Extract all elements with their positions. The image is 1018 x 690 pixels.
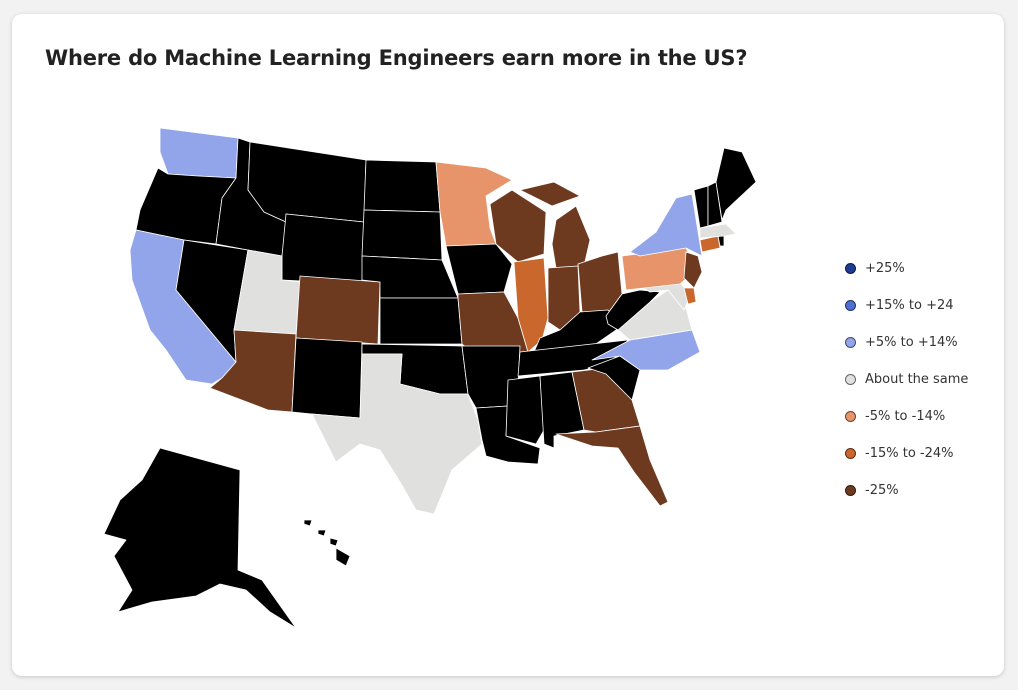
state-hawaii-oahu[interactable]	[317, 529, 327, 537]
state-texas[interactable]	[311, 353, 483, 515]
state-michigan-upper[interactable]	[519, 181, 581, 207]
legend-item: About the same	[845, 361, 968, 398]
legend-label: +25%	[865, 261, 905, 276]
legend-swatch	[845, 300, 856, 311]
chart-title: Where do Machine Learning Engineers earn…	[45, 46, 748, 70]
state-hawaii-kauai[interactable]	[303, 519, 313, 527]
legend-item: +5% to +14%	[845, 324, 968, 361]
legend-label: +5% to +14%	[865, 335, 958, 350]
legend-label: About the same	[865, 372, 969, 387]
legend-swatch	[845, 337, 856, 348]
legend-item: -5% to -14%	[845, 398, 968, 435]
legend-swatch	[845, 485, 856, 496]
legend-label: -5% to -14%	[865, 409, 946, 424]
state-wisconsin[interactable]	[489, 189, 547, 263]
state-new-mexico[interactable]	[291, 337, 363, 419]
state-connecticut[interactable]	[699, 235, 721, 253]
legend-item: -25%	[845, 472, 968, 509]
state-south-carolina[interactable]	[587, 355, 641, 401]
state-minnesota[interactable]	[435, 161, 513, 247]
legend-item: +25%	[845, 250, 968, 287]
state-new-york[interactable]	[629, 193, 703, 257]
legend-label: -15% to -24%	[865, 446, 954, 461]
state-kansas[interactable]	[379, 297, 463, 345]
state-michigan[interactable]	[551, 205, 591, 269]
state-new-jersey[interactable]	[683, 251, 703, 289]
state-wyoming[interactable]	[281, 213, 365, 285]
state-washington[interactable]	[159, 127, 239, 179]
state-mississippi[interactable]	[505, 375, 545, 445]
state-north-dakota[interactable]	[363, 159, 441, 213]
legend-swatch	[845, 411, 856, 422]
state-montana[interactable]	[247, 141, 367, 223]
state-florida[interactable]	[555, 425, 669, 507]
state-delaware[interactable]	[683, 287, 697, 305]
state-west-virginia[interactable]	[605, 289, 661, 331]
state-new-hampshire[interactable]	[707, 181, 723, 227]
state-hawaii-maui[interactable]	[329, 537, 339, 547]
state-south-dakota[interactable]	[361, 209, 443, 261]
state-maine[interactable]	[715, 147, 757, 221]
state-hawaii-big-island[interactable]	[335, 547, 351, 567]
legend-label: -25%	[865, 483, 899, 498]
legend-swatch	[845, 263, 856, 274]
legend-swatch	[845, 374, 856, 385]
legend-item: -15% to -24%	[845, 435, 968, 472]
state-massachusetts[interactable]	[699, 223, 737, 239]
legend-item: +15% to +24	[845, 287, 968, 324]
us-map	[103, 127, 757, 629]
chart-card: Where do Machine Learning Engineers earn…	[12, 14, 1004, 676]
legend-swatch	[845, 448, 856, 459]
state-alaska[interactable]	[103, 447, 297, 629]
state-colorado[interactable]	[295, 275, 381, 345]
state-iowa[interactable]	[445, 243, 513, 295]
legend: +25% +15% to +24 +5% to +14% About the same…	[845, 250, 968, 509]
legend-label: +15% to +24	[865, 298, 954, 313]
